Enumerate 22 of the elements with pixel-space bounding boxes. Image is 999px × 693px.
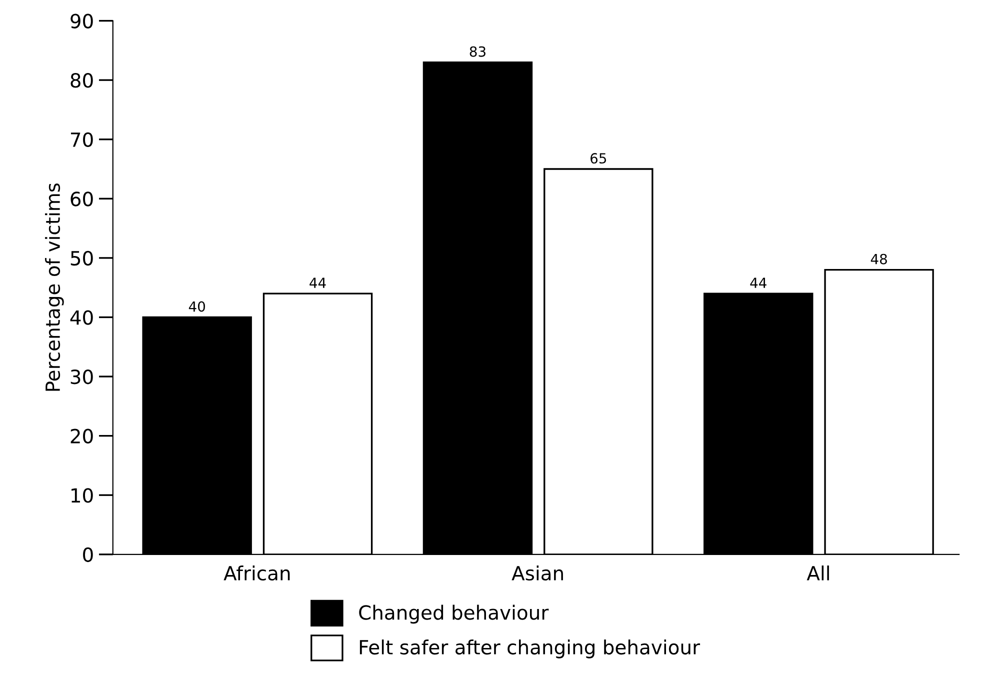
data-label: 48 bbox=[870, 254, 887, 264]
y-tick-label: 90 bbox=[70, 14, 93, 28]
legend-label: Felt safer after changing behaviour bbox=[360, 640, 700, 658]
data-label: 65 bbox=[590, 153, 606, 164]
y-tick-label: 70 bbox=[70, 132, 93, 148]
y-tick-label: 50 bbox=[70, 250, 93, 266]
y-tick-label: 0 bbox=[83, 547, 93, 562]
y-tick-label: 20 bbox=[70, 428, 93, 444]
y-tick-label: 40 bbox=[70, 310, 93, 325]
y-tick-label: 30 bbox=[70, 369, 93, 384]
data-label: 44 bbox=[310, 278, 326, 288]
y-axis-title: Percentage of victims bbox=[45, 183, 64, 391]
x-tick-label: Asian bbox=[512, 566, 563, 581]
y-tick-label: 60 bbox=[70, 192, 93, 206]
y-tick-label: 10 bbox=[72, 488, 93, 503]
data-label: 83 bbox=[470, 46, 486, 57]
y-tick-label: 80 bbox=[70, 73, 93, 88]
legend-label: Changed behaviour bbox=[359, 604, 549, 624]
x-tick-label: African bbox=[224, 566, 290, 581]
data-label: 40 bbox=[188, 301, 205, 312]
x-tick-label: All bbox=[806, 566, 829, 580]
data-label: 44 bbox=[750, 278, 766, 288]
